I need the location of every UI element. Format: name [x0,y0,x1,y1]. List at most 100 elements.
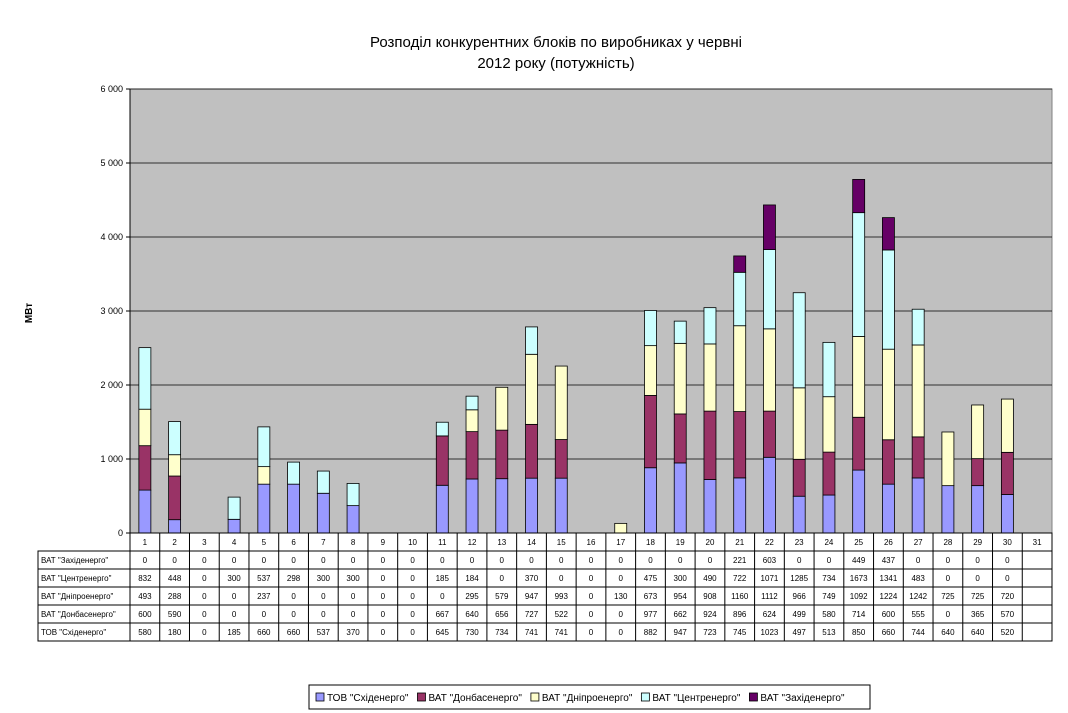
data-label: 0 [381,592,386,601]
data-label: 850 [852,628,866,637]
bar-segment [1000,398,1014,453]
data-label: 580 [822,610,836,619]
bar-segment [435,421,449,437]
data-label: 0 [648,556,653,565]
bar-segment [495,429,509,480]
legend-swatch [640,692,650,702]
x-tick-label: 22 [765,538,774,547]
y-tick-label: 5 000 [100,158,123,168]
data-label: 579 [495,592,509,601]
data-label: 490 [703,574,717,583]
data-label: 300 [346,574,360,583]
bar-segment [882,217,895,251]
data-label: 0 [589,556,594,565]
x-tick-label: 16 [587,538,596,547]
bar-segment [763,456,776,534]
x-tick-label: 13 [497,538,506,547]
data-label: 745 [733,628,747,637]
data-label: 0 [500,574,505,583]
bar-segment [257,426,271,468]
bar-segment [465,478,479,534]
table-row-header: ВАТ "Донбасенерго" [41,610,116,619]
legend-entry: ВАТ "Західенерго" [760,693,845,704]
x-tick-label: 10 [408,538,417,547]
bar-segment [287,461,300,485]
bar-segment [703,343,717,412]
x-tick-label: 8 [351,538,356,547]
bar-segment [763,328,776,412]
x-tick-label: 31 [1033,538,1042,547]
data-label: 660 [257,628,271,637]
data-label: 0 [381,628,386,637]
legend-entry: ВАТ "Донбасенерго" [428,692,522,704]
data-label: 0 [262,610,267,619]
bar-segment [703,410,717,480]
data-label: 0 [202,628,207,637]
x-tick-label: 19 [676,538,685,547]
x-tick-label: 28 [943,538,952,547]
data-label: 0 [559,574,564,583]
data-label: 0 [321,556,326,565]
bar-segment [525,353,538,425]
data-label: 749 [822,592,836,601]
data-label: 590 [168,610,182,619]
data-label: 0 [500,556,505,565]
data-label: 662 [674,610,688,619]
y-tick-label: 2 000 [100,380,123,390]
data-label: 499 [793,610,807,619]
bar-segment [227,496,241,520]
bar-segment [792,495,806,534]
bar-segment [911,477,925,534]
data-label: 908 [703,592,717,601]
data-label: 1071 [761,574,779,583]
bar-segment [733,255,747,273]
x-tick-label: 6 [291,538,296,547]
data-label: 0 [262,556,267,565]
bar-segment [525,477,538,534]
bar-segment [852,469,866,534]
bar-segment [733,271,747,327]
bar-segment [733,325,747,412]
data-label: 0 [1005,574,1010,583]
bar-segment [822,451,836,496]
data-label: 221 [733,556,747,565]
plot-area: 0 1 000 2 000 3 000 4 000 5 000 6 000 [100,84,1053,538]
data-label: 0 [975,574,980,583]
bar-segment [1000,451,1014,495]
bar-segment [822,341,836,398]
bar-segment [435,484,449,534]
data-label: 449 [852,556,866,565]
data-label: 0 [172,556,177,565]
data-label: 624 [763,610,777,619]
chart-title: Розподіл конкурентних блоків по виробник… [370,34,742,72]
data-label: 600 [138,610,152,619]
bar-segment [852,179,866,214]
bar-segment [673,462,687,534]
bar-segment [852,212,866,337]
bar-segment [644,467,657,534]
data-table: 1 2 3 4 5 6 7 8 9 10 11 12 13 14 15 16 17 18 19 20 21 22 23 24 2… [37,532,1053,642]
table-row-header: ТОВ "Східенерго" [41,628,106,637]
x-tick-label: 20 [706,538,715,547]
y-tick-label: 0 [118,528,123,538]
data-label: 993 [555,592,569,601]
data-label: 0 [975,556,980,565]
bar-segment [465,431,479,480]
bar-segment [703,307,717,345]
data-label: 1160 [731,592,749,601]
x-tick-label: 24 [824,538,833,547]
table-row-header: ВАТ "Дніпроенерго" [41,592,114,601]
chart-title-line-2: 2012 року (потужність) [477,55,634,72]
data-label: 600 [882,610,896,619]
data-label: 0 [559,556,564,565]
data-label: 570 [1001,610,1015,619]
data-label: 744 [911,628,925,637]
data-label: 673 [644,592,658,601]
data-label: 730 [465,628,479,637]
data-label: 483 [911,574,925,583]
bar-segment [316,492,330,534]
legend-swatch [749,692,758,702]
x-tick-label: 3 [202,538,207,547]
data-label: 896 [733,610,747,619]
bar-segment [168,475,182,521]
